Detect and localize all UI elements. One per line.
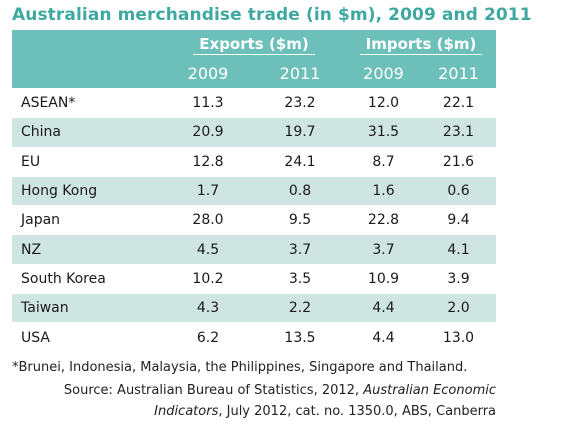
imports-2009-cell: 4.4 <box>346 293 421 323</box>
exports-2011-cell: 2.2 <box>254 293 346 323</box>
trade-table: Exports ($m) Imports ($m) 2009 2011 2009… <box>12 30 496 353</box>
source-title-part2: Indicators <box>154 404 219 419</box>
table-title: Australian merchandise trade (in $m), 20… <box>12 5 532 25</box>
exports-2011-cell: 3.7 <box>254 234 346 265</box>
imports-2011-cell: 0.6 <box>421 175 496 206</box>
header-row-groups: Exports ($m) Imports ($m) <box>12 30 496 59</box>
header-spacer <box>12 30 162 59</box>
table-row: Japan 28.0 9.5 22.8 9.4 <box>12 205 496 235</box>
imports-2009-cell: 3.7 <box>346 234 421 265</box>
table-row: Hong Kong 1.7 0.8 1.6 0.6 <box>12 175 496 206</box>
exports-2011-cell: 19.7 <box>254 117 346 148</box>
source-suffix: , July 2012, cat. no. 1350.0, ABS, Canbe… <box>218 404 496 419</box>
exports-header-label: Exports ($m) <box>193 35 315 55</box>
imports-2011-cell: 21.6 <box>421 146 496 177</box>
exports-year-2009: 2009 <box>162 59 254 89</box>
imports-2011-cell: 9.4 <box>421 205 496 235</box>
table-row: South Korea 10.2 3.5 10.9 3.9 <box>12 263 496 294</box>
exports-2009-cell: 4.5 <box>162 234 254 265</box>
header-spacer <box>12 59 162 89</box>
imports-2009-cell: 8.7 <box>346 146 421 177</box>
row-label: Japan <box>12 205 162 235</box>
exports-2009-cell: 11.3 <box>162 87 254 118</box>
exports-2011-cell: 0.8 <box>254 175 346 206</box>
imports-2011-cell: 2.0 <box>421 293 496 323</box>
exports-header: Exports ($m) <box>162 30 346 59</box>
imports-header: Imports ($m) <box>346 30 496 59</box>
exports-2009-cell: 12.8 <box>162 146 254 177</box>
row-label: ASEAN* <box>12 87 162 118</box>
exports-2009-cell: 10.2 <box>162 263 254 294</box>
imports-2011-cell: 22.1 <box>421 87 496 118</box>
exports-2009-cell: 20.9 <box>162 117 254 148</box>
imports-2011-cell: 23.1 <box>421 117 496 148</box>
row-label: China <box>12 117 162 148</box>
imports-2009-cell: 10.9 <box>346 263 421 294</box>
imports-2011-cell: 3.9 <box>421 263 496 294</box>
exports-2009-cell: 28.0 <box>162 205 254 235</box>
table-row: ASEAN* 11.3 23.2 12.0 22.1 <box>12 87 496 118</box>
source-note: Source: Australian Bureau of Statistics,… <box>16 380 496 422</box>
table-row: USA 6.2 13.5 4.4 13.0 <box>12 322 496 353</box>
footnote: *Brunei, Indonesia, Malaysia, the Philip… <box>12 360 468 375</box>
exports-2009-cell: 4.3 <box>162 293 254 323</box>
row-label: Taiwan <box>12 293 162 323</box>
header-row-years: 2009 2011 2009 2011 <box>12 59 496 89</box>
imports-2011-cell: 4.1 <box>421 234 496 265</box>
imports-2009-cell: 22.8 <box>346 205 421 235</box>
table-body: ASEAN* 11.3 23.2 12.0 22.1 China 20.9 19.7 31.5 2… <box>12 87 496 353</box>
source-prefix: Source: Australian Bureau of Statistics,… <box>63 383 364 398</box>
row-label: South Korea <box>12 263 162 294</box>
table-row: China 20.9 19.7 31.5 23.1 <box>12 117 496 148</box>
table-row: NZ 4.5 3.7 3.7 4.1 <box>12 234 496 265</box>
imports-2009-cell: 4.4 <box>346 322 421 353</box>
imports-2009-cell: 12.0 <box>346 87 421 118</box>
imports-year-2011: 2011 <box>421 59 496 89</box>
exports-2011-cell: 23.2 <box>254 87 346 118</box>
row-label: Hong Kong <box>12 175 162 206</box>
table-row: Taiwan 4.3 2.2 4.4 2.0 <box>12 293 496 323</box>
imports-2009-cell: 1.6 <box>346 175 421 206</box>
imports-year-2009: 2009 <box>346 59 421 89</box>
exports-2009-cell: 1.7 <box>162 175 254 206</box>
imports-header-label: Imports ($m) <box>359 35 483 55</box>
row-label: USA <box>12 322 162 353</box>
exports-2011-cell: 9.5 <box>254 205 346 235</box>
exports-2011-cell: 24.1 <box>254 146 346 177</box>
exports-2009-cell: 6.2 <box>162 322 254 353</box>
source-title-part1: Australian Economic <box>363 383 496 398</box>
row-label: EU <box>12 146 162 177</box>
row-label: NZ <box>12 234 162 265</box>
exports-2011-cell: 13.5 <box>254 322 346 353</box>
exports-2011-cell: 3.5 <box>254 263 346 294</box>
table-row: EU 12.8 24.1 8.7 21.6 <box>12 146 496 177</box>
exports-year-2011: 2011 <box>254 59 346 89</box>
imports-2011-cell: 13.0 <box>421 322 496 353</box>
imports-2009-cell: 31.5 <box>346 117 421 148</box>
